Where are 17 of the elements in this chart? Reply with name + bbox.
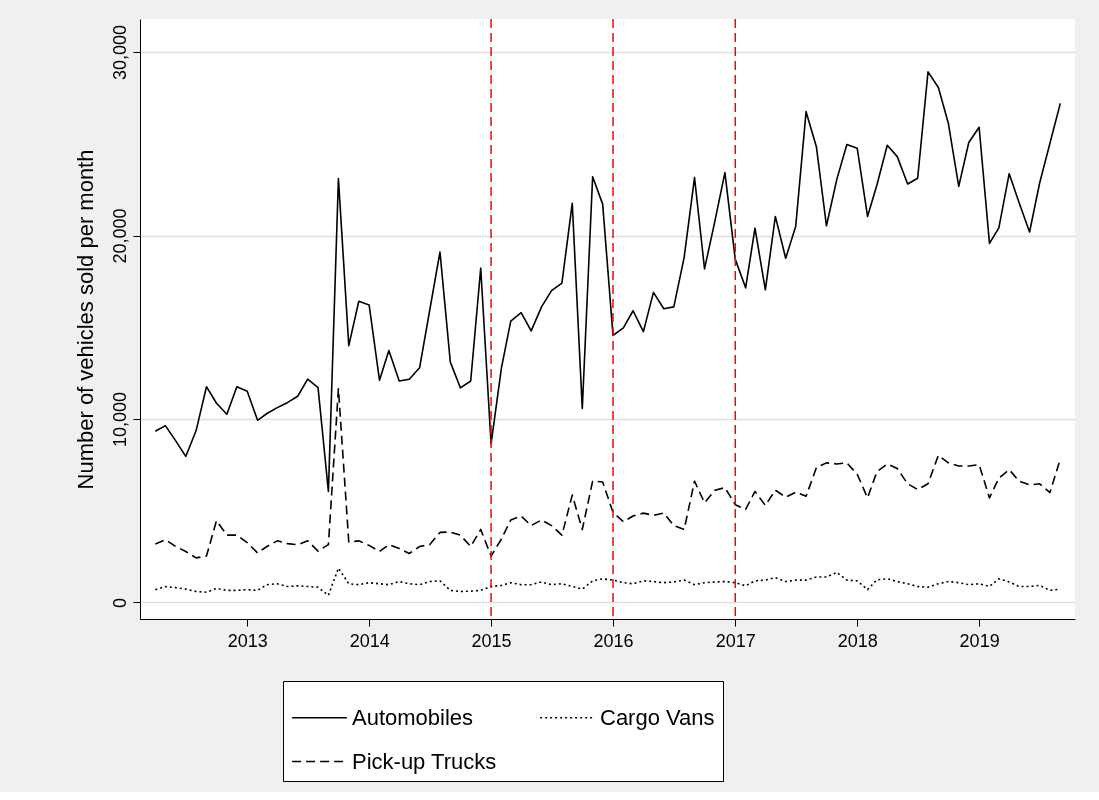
y-axis-title: Number of vehicles sold per month <box>72 149 98 490</box>
x-tick-label: 2017 <box>715 630 756 651</box>
x-tick-label: 2015 <box>471 630 512 651</box>
x-tick-label: 2018 <box>837 630 878 651</box>
line-series <box>154 387 1062 559</box>
legend-label: Pick-up Trucks <box>352 748 497 774</box>
y-tick-label: 20,000 <box>109 208 130 264</box>
y-tick-label: 10,000 <box>109 391 130 448</box>
legend-label: Automobiles <box>352 704 474 730</box>
x-tick-label: 2013 <box>227 630 268 651</box>
y-tick-label: 30,000 <box>109 25 130 81</box>
x-tick-label: 2016 <box>593 630 634 651</box>
line-series <box>154 71 1062 493</box>
x-tick-label: 2019 <box>959 630 1000 651</box>
y-tick-label: 0 <box>109 597 130 608</box>
x-tick-label: 2014 <box>349 630 390 651</box>
legend-label: Cargo Vans <box>600 704 715 730</box>
